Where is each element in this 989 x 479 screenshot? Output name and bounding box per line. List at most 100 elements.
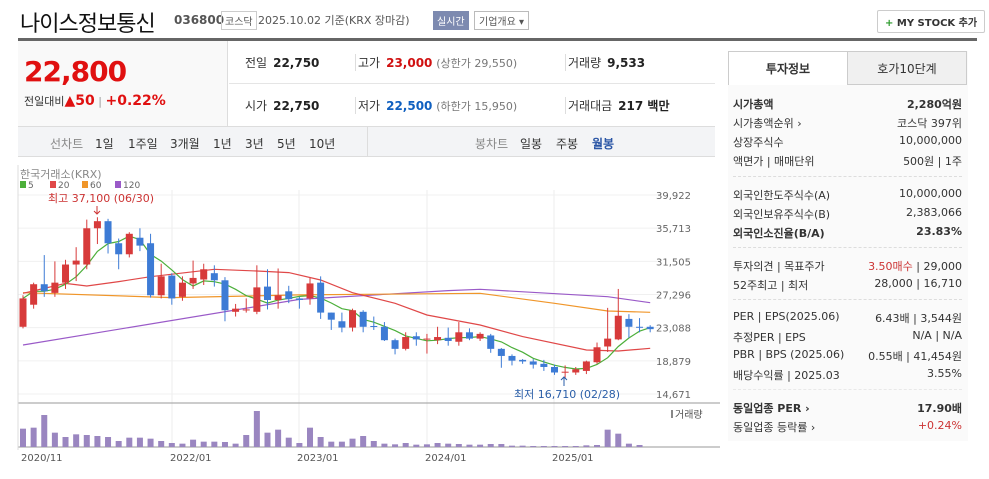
target-price: | 29,000 (916, 260, 962, 273)
info-label: 액면가 | 매매단위 (733, 155, 815, 168)
candle-body (327, 312, 335, 320)
volume-bar (508, 445, 515, 447)
tab-1w[interactable]: 1주일 (128, 137, 158, 151)
info-label: 시가총액 (733, 98, 774, 111)
tab-weekly[interactable]: 주봉 (556, 137, 579, 151)
divider (733, 389, 962, 390)
volume-bar (232, 443, 239, 447)
info-value: 2,280억원 (906, 98, 962, 111)
add-my-stock-button[interactable]: + MY STOCK 추가 (877, 10, 986, 33)
company-overview-dropdown[interactable]: 기업개요 ▾ (474, 11, 530, 30)
volume-bar (264, 432, 271, 447)
volume-bar (551, 446, 558, 447)
chart-period-tabs: 선차트 1일 1주일 3개월 1년 3년 5년 10년 봉차트 일봉 주봉 월봉 (18, 126, 715, 157)
amount-label: 거래대금 (568, 99, 613, 113)
candle-body (540, 363, 548, 367)
tab-daily[interactable]: 일봉 (520, 137, 543, 151)
company-overview-label: 기업개요 (479, 17, 516, 28)
info-row: 외국인보유주식수(B) 2,383,066 (733, 206, 962, 222)
tab-3m[interactable]: 3개월 (170, 137, 200, 151)
chevron-down-icon: ▾ (519, 17, 525, 28)
low-label: 저가 (358, 99, 381, 113)
tab-order-book[interactable]: 호가10단계 (847, 51, 967, 85)
investment-info-panel (728, 51, 968, 441)
volume-bar (94, 436, 101, 447)
info-value: 28,000 | 16,710 (874, 277, 962, 290)
info-row: 추정PER | EPS N/A | N/A (733, 329, 962, 345)
ma120-line (22, 288, 651, 346)
candle-body (30, 284, 38, 305)
candle-body (338, 321, 346, 328)
candle-body (51, 282, 59, 293)
volume-bar (434, 443, 441, 447)
candle-body (253, 287, 261, 312)
current-price: 22,800 (24, 55, 127, 88)
candle-body (125, 233, 133, 255)
legend-swatch (115, 181, 121, 188)
low-value: 22,500 (386, 99, 433, 113)
candle-body (147, 243, 155, 296)
candle-body (519, 359, 527, 362)
volume-bar (360, 436, 367, 447)
divider (18, 38, 977, 41)
high-label: 고가 (358, 56, 381, 70)
volume-bar (466, 444, 473, 447)
volume-bar (445, 443, 452, 447)
info-label: 추정PER | EPS (733, 331, 806, 344)
tab-3y[interactable]: 3년 (245, 137, 264, 151)
divider (229, 83, 715, 84)
info-value: 23.83% (916, 225, 962, 238)
volume-bar (51, 432, 58, 447)
price-change: 전일대비▲50 | +0.22% (24, 93, 166, 109)
candle-body (434, 337, 442, 341)
y-tick-label: 31,505 (656, 257, 691, 268)
candle-body (380, 326, 388, 341)
volume-bar (307, 427, 314, 447)
info-row: PBR | BPS (2025.06) 0.55배 | 41,454원 (733, 348, 962, 364)
divider (733, 247, 962, 248)
candle-body (40, 284, 48, 292)
y-tick-label: 39,922 (656, 191, 691, 202)
volume-bar (41, 415, 48, 447)
tab-5y[interactable]: 5년 (277, 137, 296, 151)
volume-legend-swatch (671, 410, 673, 418)
info-row: 외국인소진율(B/A) 23.83% (733, 225, 962, 241)
volume-bar (115, 441, 122, 447)
volume-bar (392, 444, 399, 447)
candle-body (359, 311, 367, 327)
legend-label: 5 (28, 181, 34, 191)
tab-1d[interactable]: 1일 (95, 137, 114, 151)
candle-body (455, 332, 463, 342)
change-label: 전일대비 (24, 95, 65, 108)
realtime-button[interactable]: 실시간 (433, 11, 469, 30)
volume-bar (530, 446, 537, 447)
upper-limit: (상한가 29,550) (436, 57, 518, 70)
tab-monthly[interactable]: 월봉 (592, 137, 615, 151)
tab-10y[interactable]: 10년 (309, 137, 336, 151)
candle-body (285, 291, 293, 300)
candle-body (210, 273, 218, 281)
open-label: 시가 (245, 99, 268, 113)
candle-body (115, 243, 123, 255)
source-label: 한국거래소(KRX) (20, 168, 102, 181)
ma20-line (22, 268, 651, 352)
volume-bar (615, 433, 622, 447)
candle-body (136, 237, 144, 246)
candle-body (72, 260, 80, 265)
tab-investment-info[interactable]: 투자정보 (728, 51, 848, 85)
candle-body (19, 298, 27, 327)
stock-code: 036800 (174, 13, 225, 27)
y-tick-label: 18,879 (656, 357, 691, 368)
x-tick-label: 2022/01 (170, 453, 212, 464)
up-arrow-icon: ▲ (64, 93, 76, 109)
volume-bar (253, 411, 260, 447)
divider (733, 176, 962, 177)
volume-bar (62, 437, 69, 447)
ma5-line (22, 235, 651, 370)
market-badge: 코스닥 (221, 11, 257, 30)
candle-body (604, 338, 612, 347)
info-value: N/A | N/A (912, 329, 962, 342)
legend-swatch (20, 181, 26, 188)
volume-bar (349, 438, 356, 447)
tab-1y[interactable]: 1년 (213, 137, 232, 151)
